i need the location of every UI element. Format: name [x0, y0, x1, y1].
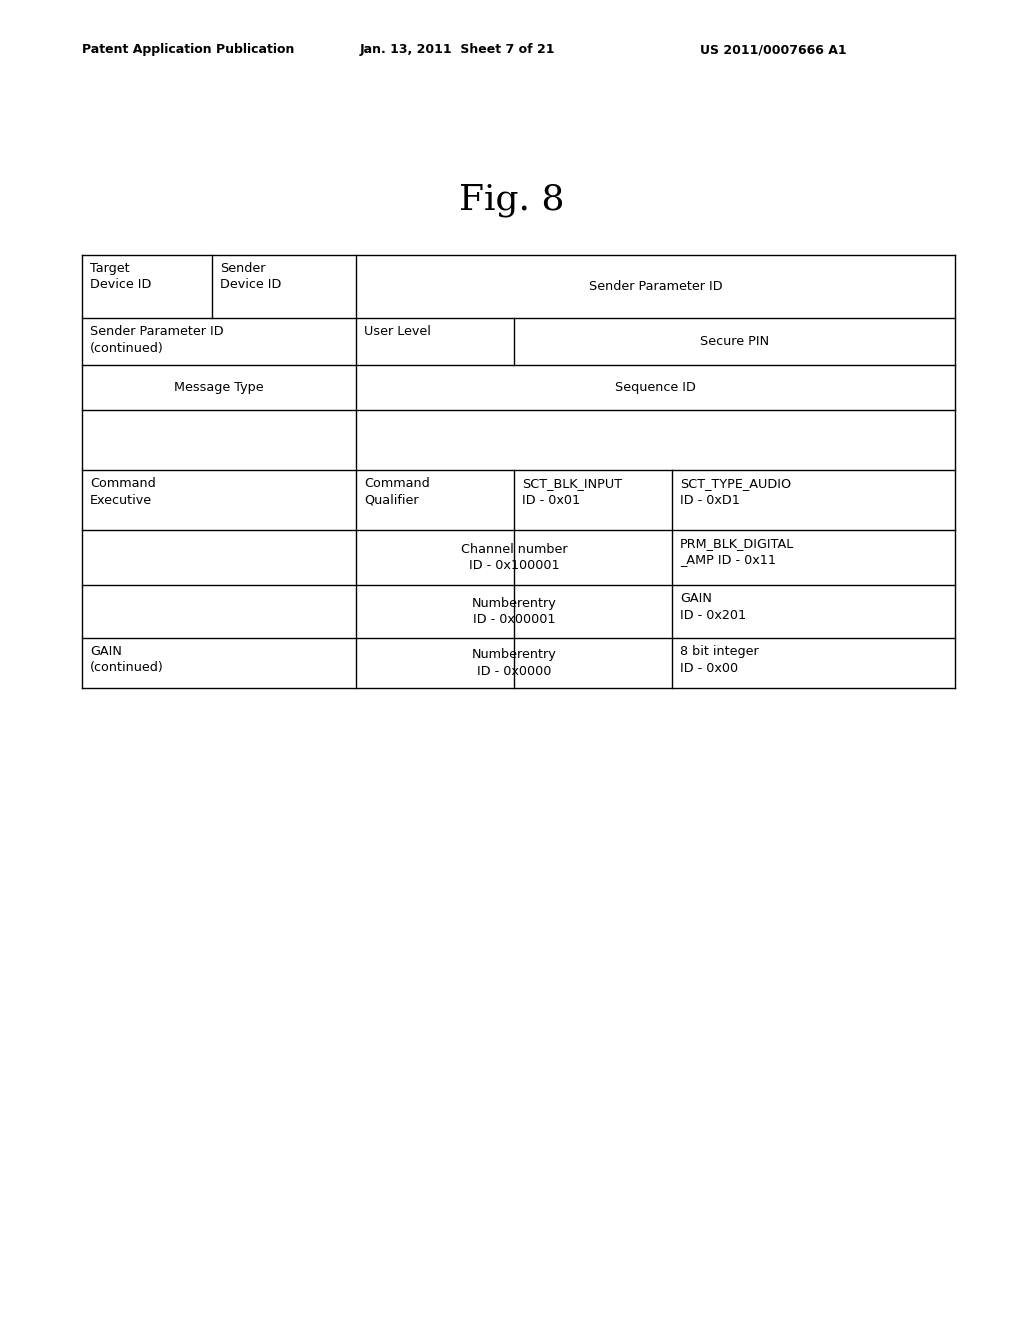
Text: Numberentry
ID - 0x0000: Numberentry ID - 0x0000	[472, 648, 556, 677]
Text: 8 bit integer
ID - 0x00: 8 bit integer ID - 0x00	[680, 645, 759, 675]
Text: Numberentry
ID - 0x00001: Numberentry ID - 0x00001	[472, 597, 556, 626]
Text: Sequence ID: Sequence ID	[615, 381, 696, 393]
Text: Fig. 8: Fig. 8	[459, 183, 565, 216]
Text: GAIN
ID - 0x201: GAIN ID - 0x201	[680, 591, 746, 622]
Text: GAIN
(continued): GAIN (continued)	[90, 645, 164, 675]
Text: Message Type: Message Type	[174, 381, 264, 393]
Text: SCT_BLK_INPUT
ID - 0x01: SCT_BLK_INPUT ID - 0x01	[522, 477, 623, 507]
Text: Jan. 13, 2011  Sheet 7 of 21: Jan. 13, 2011 Sheet 7 of 21	[360, 44, 555, 57]
Text: SCT_TYPE_AUDIO
ID - 0xD1: SCT_TYPE_AUDIO ID - 0xD1	[680, 477, 792, 507]
Text: Command
Qualifier: Command Qualifier	[364, 477, 430, 507]
Text: User Level: User Level	[364, 325, 431, 338]
Text: Secure PIN: Secure PIN	[700, 335, 769, 348]
Text: PRM_BLK_DIGITAL
_AMP ID - 0x11: PRM_BLK_DIGITAL _AMP ID - 0x11	[680, 537, 795, 566]
Text: Sender Parameter ID: Sender Parameter ID	[589, 280, 722, 293]
Text: Command
Executive: Command Executive	[90, 477, 156, 507]
Text: Sender
Device ID: Sender Device ID	[220, 261, 282, 292]
Text: Patent Application Publication: Patent Application Publication	[82, 44, 294, 57]
Text: Target
Device ID: Target Device ID	[90, 261, 152, 292]
Text: US 2011/0007666 A1: US 2011/0007666 A1	[700, 44, 847, 57]
Text: Channel number
ID - 0x100001: Channel number ID - 0x100001	[461, 543, 567, 573]
Text: Sender Parameter ID
(continued): Sender Parameter ID (continued)	[90, 325, 223, 355]
